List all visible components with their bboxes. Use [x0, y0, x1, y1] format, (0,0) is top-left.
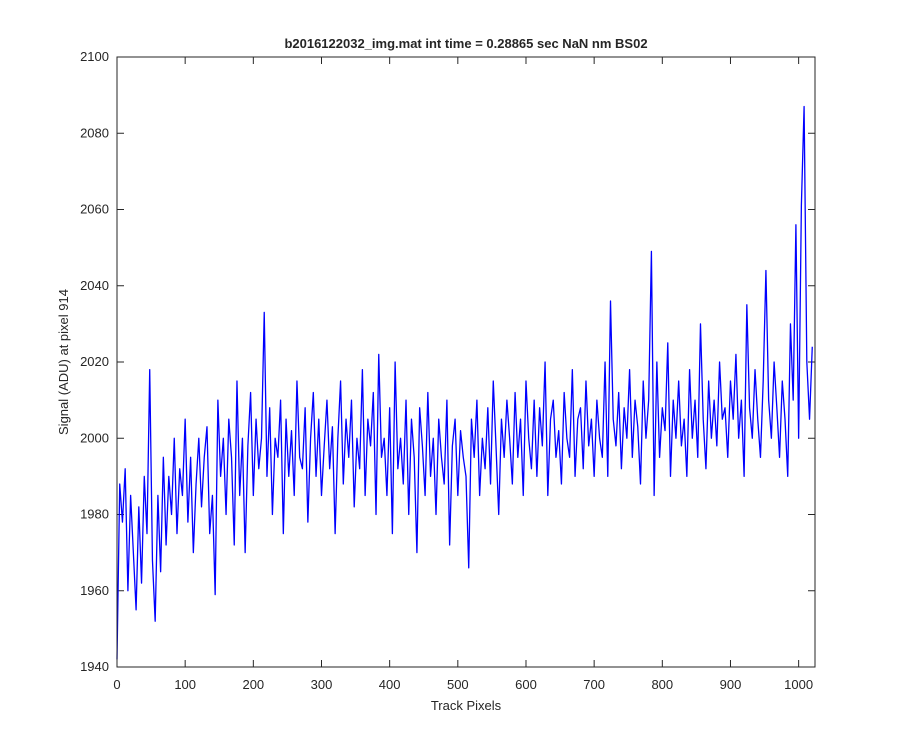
- x-tick-label: 0: [113, 677, 120, 692]
- y-tick-label: 1940: [80, 659, 109, 674]
- y-tick-label: 2040: [80, 278, 109, 293]
- x-tick-label: 400: [379, 677, 401, 692]
- x-tick-label: 100: [174, 677, 196, 692]
- x-tick-label: 900: [720, 677, 742, 692]
- chart-title: b2016122032_img.mat int time = 0.28865 s…: [284, 36, 647, 51]
- x-tick-label: 700: [583, 677, 605, 692]
- x-tick-label: 500: [447, 677, 469, 692]
- y-tick-label: 1960: [80, 583, 109, 598]
- data-line: [116, 105, 813, 660]
- y-tick-label: 1980: [80, 507, 109, 522]
- y-tick-label: 2020: [80, 354, 109, 369]
- x-tick-label: 1000: [784, 677, 813, 692]
- plot-frame: [116, 56, 816, 668]
- x-tick-label: 600: [515, 677, 537, 692]
- y-tick-label: 2060: [80, 202, 109, 217]
- x-tick-label: 800: [651, 677, 673, 692]
- x-tick-label: 200: [242, 677, 264, 692]
- x-axis-label: Track Pixels: [431, 698, 502, 713]
- y-tick-label: 2080: [80, 125, 109, 140]
- y-axis-label: Signal (ADU) at pixel 914: [56, 289, 71, 435]
- y-tick-label: 2100: [80, 49, 109, 64]
- x-tick-label: 300: [311, 677, 333, 692]
- y-tick-label: 2000: [80, 430, 109, 445]
